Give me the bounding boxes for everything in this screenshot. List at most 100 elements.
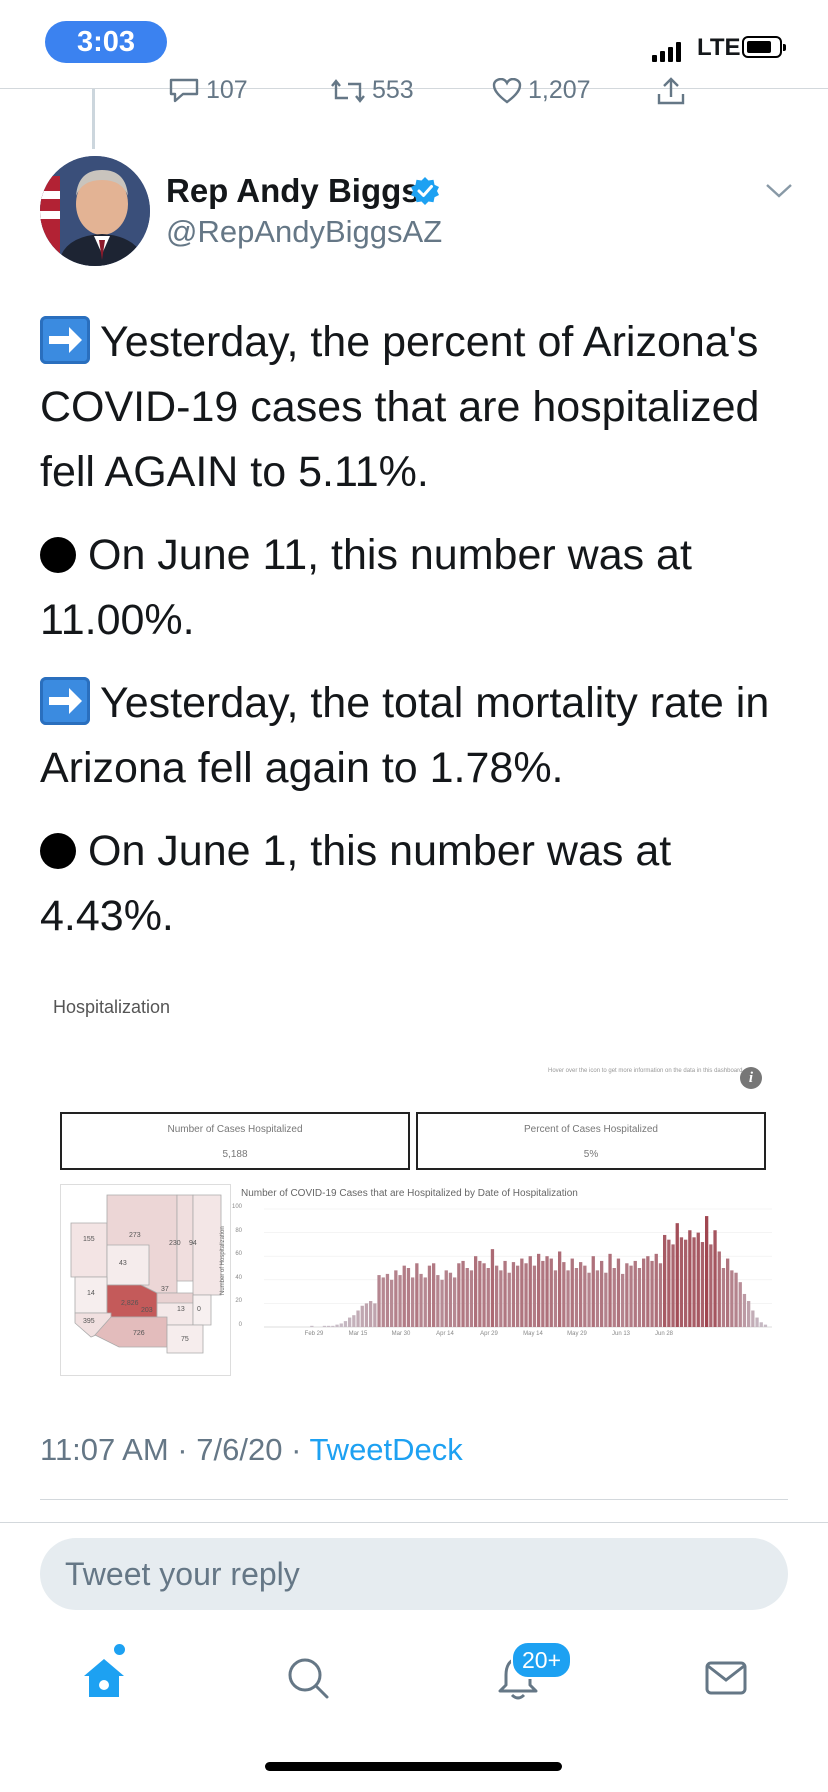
chart-bar	[570, 1258, 574, 1327]
chart-bar	[503, 1260, 507, 1327]
chart-bar	[516, 1265, 520, 1327]
chart-y-tick: 100	[231, 1204, 242, 1210]
map-count: 13	[177, 1306, 185, 1313]
tweet-paragraph: On June 11, this number was at 11.00%.	[40, 523, 800, 653]
chart-bar	[688, 1230, 692, 1327]
chart-bar	[331, 1325, 335, 1327]
chart-bar	[377, 1275, 381, 1327]
chart-bar	[625, 1263, 629, 1327]
chart-bar	[482, 1263, 486, 1327]
author-name[interactable]: Rep Andy Biggs	[166, 172, 420, 209]
hospitalization-bar-chart	[264, 1208, 772, 1328]
chart-y-tick: 40	[235, 1274, 242, 1281]
chart-bar	[692, 1237, 696, 1327]
tweet-source-link[interactable]: TweetDeck	[309, 1432, 463, 1467]
home-icon	[84, 1659, 124, 1697]
map-count: 94	[189, 1240, 197, 1247]
new-content-dot	[114, 1644, 125, 1655]
kpi-label: Number of Cases Hospitalized	[167, 1124, 303, 1135]
divider	[0, 1522, 828, 1523]
dashboard-image[interactable]: Hospitalization Hover over the icon to g…	[40, 975, 800, 1380]
like-action[interactable]: 1,207	[492, 76, 591, 105]
chart-bar	[763, 1324, 768, 1327]
map-count: 726	[133, 1330, 145, 1337]
tweet-paragraph-text: On June 1, this number was at 4.43%.	[40, 827, 672, 940]
chart-x-tick: May 29	[567, 1331, 587, 1337]
divider	[0, 88, 828, 89]
chart-bar	[612, 1268, 616, 1327]
share-action[interactable]	[656, 76, 686, 106]
tab-home[interactable]	[74, 1648, 134, 1708]
chart-bar	[658, 1263, 663, 1327]
chart-x-tick: Jun 13	[611, 1331, 630, 1337]
chart-bar	[738, 1282, 742, 1327]
chart-bar	[553, 1270, 558, 1327]
chart-bar	[663, 1234, 667, 1327]
chart-bar	[511, 1262, 516, 1327]
signal-icon	[652, 40, 681, 62]
like-count: 1,207	[528, 76, 591, 104]
chart-bar	[759, 1322, 763, 1327]
chart-bar	[637, 1268, 642, 1327]
reply-input[interactable]: Tweet your reply	[40, 1538, 788, 1610]
home-indicator	[265, 1762, 562, 1771]
chart-bar	[537, 1253, 541, 1327]
battery-icon	[742, 36, 786, 58]
chart-x-tick: May 14	[523, 1331, 543, 1337]
tab-search[interactable]	[278, 1648, 338, 1708]
chart-y-tick: 60	[235, 1251, 242, 1258]
chevron-down-icon[interactable]	[765, 182, 793, 205]
chart-bar	[562, 1262, 566, 1327]
chart-bar	[755, 1317, 759, 1327]
chart-bar	[520, 1258, 524, 1327]
chart-y-tick: 80	[235, 1227, 242, 1234]
chart-bar	[734, 1272, 738, 1327]
chart-bar	[604, 1272, 608, 1327]
author-handle[interactable]: @RepAndyBiggsAZ	[166, 214, 443, 249]
chart-bar	[747, 1301, 751, 1327]
right-arrow-emoji-icon	[40, 677, 90, 725]
chart-bar	[621, 1273, 625, 1327]
status-time: 3:03	[45, 21, 167, 63]
chart-bar	[436, 1275, 440, 1327]
chart-x-tick: Jun 28	[654, 1331, 673, 1337]
chart-x-tick: Apr 29	[480, 1331, 498, 1337]
chart-bar	[364, 1303, 369, 1327]
chart-bar	[721, 1268, 726, 1327]
tweet-date: 7/6/20	[196, 1432, 283, 1467]
tweet-meta: 11:07 AM · 7/6/20 · TweetDeck	[40, 1432, 463, 1467]
chart-bar	[448, 1272, 453, 1327]
retweet-action[interactable]: 553	[330, 76, 414, 105]
chart-bar	[633, 1260, 637, 1327]
reply-action[interactable]: 107	[168, 76, 248, 105]
chart-bar	[679, 1237, 684, 1327]
thread-line	[92, 89, 95, 149]
search-icon	[288, 1658, 329, 1699]
chart-bar	[675, 1223, 679, 1327]
chart-bar	[322, 1325, 327, 1327]
chart-bar	[495, 1265, 499, 1327]
map-count: 37	[161, 1286, 169, 1293]
dashboard-title: Hospitalization	[53, 997, 171, 1017]
share-icon	[657, 77, 685, 105]
chart-bar	[558, 1251, 562, 1327]
tab-messages[interactable]	[696, 1648, 756, 1708]
chart-bar	[335, 1324, 339, 1327]
chart-x-tick: Feb 29	[304, 1331, 324, 1337]
chart-y-tick: 0	[238, 1322, 242, 1328]
chart-bar	[427, 1265, 432, 1327]
chart-title: Number of COVID-19 Cases that are Hospit…	[241, 1188, 578, 1199]
map-count: 75	[181, 1336, 189, 1343]
kpi-label: Percent of Cases Hospitalized	[524, 1124, 658, 1135]
chart-bar	[469, 1270, 474, 1327]
chart-bar	[646, 1256, 650, 1327]
avatar[interactable]	[40, 156, 150, 266]
verified-badge-icon	[410, 176, 440, 211]
tweet-time: 11:07 AM	[40, 1432, 169, 1467]
chart-bar	[474, 1256, 478, 1327]
chart-bar	[356, 1310, 360, 1327]
chart-bar	[726, 1258, 730, 1327]
chart-bar	[532, 1265, 537, 1327]
chart-bar	[595, 1270, 600, 1327]
chart-bar	[507, 1272, 511, 1327]
